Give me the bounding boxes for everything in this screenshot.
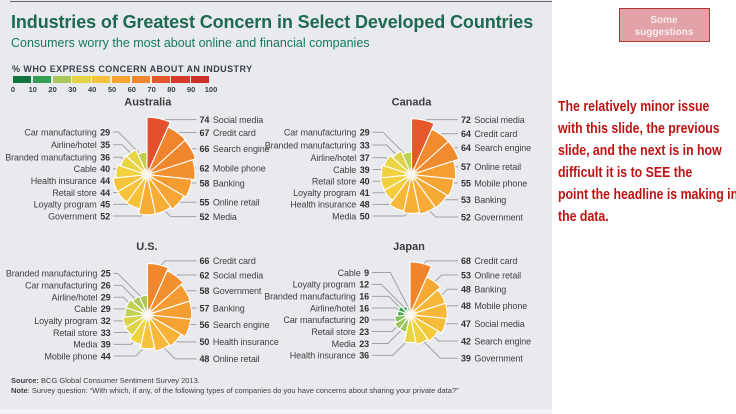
svg-text:U.S.: U.S. (136, 241, 157, 253)
svg-text:Japan: Japan (393, 241, 425, 253)
svg-text:Canada: Canada (392, 97, 433, 109)
svg-text:Australia: Australia (124, 97, 172, 109)
